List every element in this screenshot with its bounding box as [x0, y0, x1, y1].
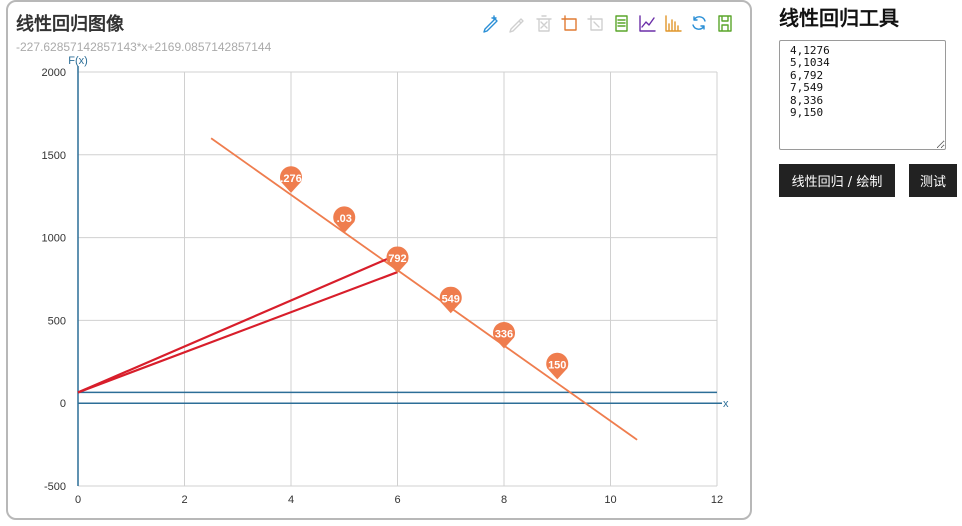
pen-icon[interactable]: [504, 12, 530, 34]
x-tick-label: 0: [75, 494, 81, 506]
marker-label: .03: [337, 213, 352, 225]
regress-button[interactable]: 线性回归 / 绘制: [779, 164, 895, 197]
pen-add-icon[interactable]: [478, 12, 504, 34]
x-axis-label: x: [723, 398, 729, 410]
rect-select-icon[interactable]: [556, 12, 582, 34]
x-tick-label: 6: [394, 494, 400, 506]
chart-subtitle: -227.62857142857143*x+2169.0857142857144: [16, 40, 272, 54]
y-tick-label: 1500: [42, 150, 66, 162]
data-view-icon[interactable]: [608, 12, 634, 34]
y-tick-label: 2000: [42, 67, 66, 79]
x-tick-label: 10: [604, 494, 616, 506]
marker-pin: [546, 352, 569, 380]
restore-icon[interactable]: [686, 12, 712, 34]
data-point-marker: 150: [546, 352, 569, 380]
marker-label: 549: [442, 293, 460, 305]
marker-label: 336: [495, 329, 513, 341]
y-tick-label: 500: [48, 315, 66, 327]
marker-label: 150: [548, 359, 566, 371]
marker-pin: [439, 286, 462, 314]
y-tick-label: 0: [60, 398, 66, 410]
save-image-icon[interactable]: [712, 12, 738, 34]
erase-icon[interactable]: [530, 12, 556, 34]
error-vector-line: [77, 271, 398, 394]
data-point-marker: 792: [386, 246, 409, 274]
x-tick-label: 12: [711, 494, 723, 506]
rect-clear-icon[interactable]: [582, 12, 608, 34]
data-point-marker: 549: [439, 286, 462, 314]
marker-label: 792: [388, 253, 406, 265]
data-point-marker: 336: [493, 321, 515, 349]
x-tick-label: 4: [288, 494, 294, 506]
data-point-marker: .276: [280, 166, 302, 193]
y-axis-label: F(x): [68, 55, 88, 67]
tool-title: 线性回归工具: [779, 6, 899, 30]
data-input[interactable]: [779, 40, 946, 150]
chart-toolbox: [478, 12, 738, 34]
error-vector-line: [77, 258, 388, 394]
marker-pin: [493, 321, 515, 349]
marker-pin: [280, 166, 302, 193]
bar-chart-icon[interactable]: [660, 12, 686, 34]
line-chart-icon[interactable]: [634, 12, 660, 34]
x-tick-label: 8: [501, 494, 507, 506]
chart-title: 线性回归图像: [16, 14, 124, 35]
marker-pin: [333, 206, 356, 233]
regression-line: [210, 137, 638, 441]
x-tick-label: 2: [181, 494, 187, 506]
marker-pin: [386, 246, 409, 274]
test-button[interactable]: 测试: [909, 164, 957, 197]
y-tick-label: 1000: [42, 233, 66, 245]
data-point-marker: .03: [333, 206, 356, 233]
marker-label: .276: [280, 173, 301, 185]
regression-chart: 0 2 4 6 8 10 12 -500 0 500 1000 1500 2000 x F(x) .276 .0…: [42, 55, 729, 506]
y-tick-label: -500: [44, 481, 66, 493]
